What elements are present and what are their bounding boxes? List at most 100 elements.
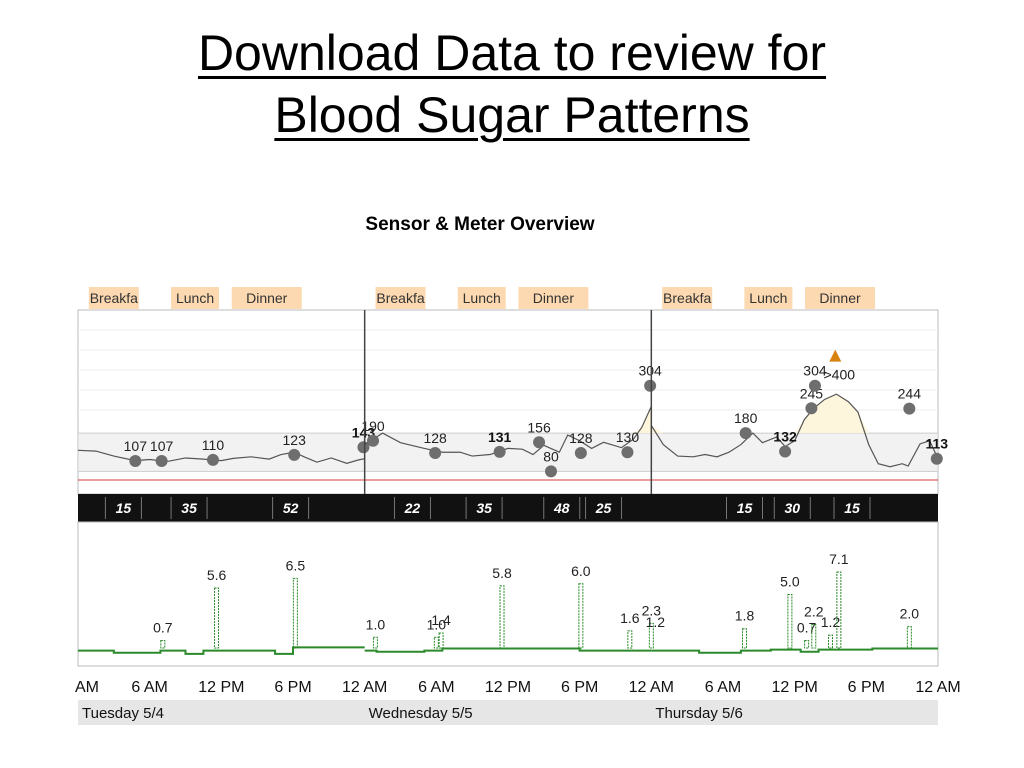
meter-reading-label: 244 — [898, 386, 922, 402]
bolus-bar — [742, 628, 747, 649]
meter-reading-dot — [367, 434, 380, 447]
bolus-label: 0.7 — [153, 620, 173, 636]
meter-reading-label: 130 — [616, 429, 640, 445]
meal-marker — [805, 287, 876, 309]
carb-value: 15 — [844, 500, 860, 516]
meter-reading-label: 123 — [283, 432, 307, 448]
meter-reading-label: 304 — [803, 363, 827, 379]
meter-reading-label: >400 — [824, 367, 856, 383]
x-tick-label: 6 AM — [418, 679, 454, 696]
meter-reading-dot — [739, 427, 752, 440]
meter-reading-label: 131 — [488, 429, 512, 445]
high-alert-marker — [829, 349, 842, 362]
date-bar — [78, 700, 938, 725]
meal-marker — [457, 287, 506, 309]
page-title: Download Data to review for Blood Sugar … — [0, 22, 1024, 146]
bolus-bar — [214, 587, 220, 649]
meter-reading-label: 107 — [124, 438, 148, 454]
meter-reading-dot — [206, 453, 219, 466]
meal-label: Dinner — [533, 290, 575, 306]
meter-reading-dot — [545, 465, 557, 478]
meter-reading-dot — [574, 447, 587, 459]
meal-marker — [744, 287, 793, 309]
bolus-label: 1.4 — [431, 612, 451, 628]
bolus-bar — [836, 571, 842, 649]
meter-reading-dot — [903, 402, 916, 415]
meter-reading-label: 110 — [202, 437, 225, 453]
basal-insulin-line — [364, 647, 652, 653]
title-line-1: Download Data to review for — [197, 25, 827, 81]
title-line-2: Blood Sugar Patterns — [274, 87, 750, 143]
bolus-label: 1.0 — [366, 616, 386, 632]
bolus-bar — [499, 585, 505, 649]
meter-reading-dot — [155, 455, 168, 468]
bolus-label: 1.8 — [735, 608, 755, 624]
bolus-bar — [787, 593, 793, 649]
meal-marker — [662, 287, 713, 309]
meal-label: Breakfa — [376, 290, 424, 306]
x-tick-label: 12 AM — [342, 679, 387, 696]
bolus-label: 1.2 — [646, 614, 666, 630]
day-label: Tuesday 5/4 — [82, 705, 164, 722]
meal-marker — [518, 287, 589, 309]
meter-reading-dot — [621, 446, 634, 459]
meter-reading-dot — [429, 447, 442, 459]
carb-value: 48 — [553, 500, 570, 516]
chart-title: Sensor & Meter Overview — [365, 214, 595, 235]
bolus-label: 7.1 — [829, 551, 849, 567]
bolus-label: 5.0 — [780, 573, 800, 589]
meter-reading-label: 80 — [543, 448, 559, 464]
x-tick-label: 12 PM — [198, 679, 244, 696]
meter-reading-label: 107 — [150, 438, 174, 454]
meal-marker — [231, 287, 302, 309]
x-tick-label: 6 PM — [848, 679, 885, 696]
meter-reading-dot — [779, 445, 792, 458]
meter-reading-label: 113 — [926, 436, 949, 452]
meter-reading-dot — [533, 436, 546, 449]
x-tick-label: 6 PM — [561, 679, 598, 696]
bolus-bar — [828, 634, 833, 649]
meal-marker — [171, 287, 220, 309]
bolus-bar — [372, 636, 378, 649]
bolus-label: 5.6 — [207, 567, 227, 583]
basal-insulin-line — [78, 646, 365, 655]
meter-reading-dot — [805, 402, 818, 415]
carb-value: 35 — [476, 500, 492, 516]
meal-label: Breakfa — [663, 290, 711, 306]
bolus-bar — [627, 630, 633, 649]
meter-reading-dot — [493, 445, 506, 458]
carb-value: 52 — [283, 500, 299, 516]
meal-label: Lunch — [749, 290, 787, 306]
x-tick-label: 6 AM — [705, 679, 741, 696]
x-tick-label: 12 PM — [485, 679, 531, 696]
carb-value: 22 — [404, 500, 421, 516]
carb-value: 15 — [116, 500, 132, 516]
x-tick-label: 12 AM — [915, 679, 960, 696]
day-label: Wednesday 5/5 — [369, 705, 473, 722]
meter-reading-dot — [288, 448, 301, 461]
x-tick-label: 6 AM — [131, 679, 167, 696]
meter-reading-dot — [930, 452, 943, 465]
x-tick-label: 12 PM — [772, 679, 818, 696]
bolus-bar — [292, 577, 298, 649]
bolus-label: 0.7 — [797, 620, 817, 636]
bolus-bar — [433, 636, 439, 649]
meal-label: Lunch — [463, 290, 501, 306]
bolus-label: 2.3 — [642, 602, 662, 618]
bolus-label: 2.0 — [900, 606, 920, 622]
meter-reading-label: 128 — [569, 430, 593, 446]
meter-reading-label: 132 — [773, 428, 797, 444]
meal-marker — [88, 287, 139, 309]
meter-reading-dot — [644, 379, 657, 392]
meal-label: Lunch — [176, 290, 214, 306]
bolus-label: 2.2 — [804, 603, 824, 619]
meal-label: Breakfa — [90, 290, 138, 306]
bolus-bar — [811, 623, 817, 649]
carb-value: 35 — [181, 500, 197, 516]
meter-reading-label: 304 — [638, 363, 662, 379]
meter-reading-dot — [357, 441, 370, 454]
meter-reading-label: 190 — [361, 418, 385, 434]
meal-label: Dinner — [246, 290, 288, 306]
bolus-bar — [906, 626, 912, 649]
x-tick-label: 6 PM — [274, 679, 311, 696]
